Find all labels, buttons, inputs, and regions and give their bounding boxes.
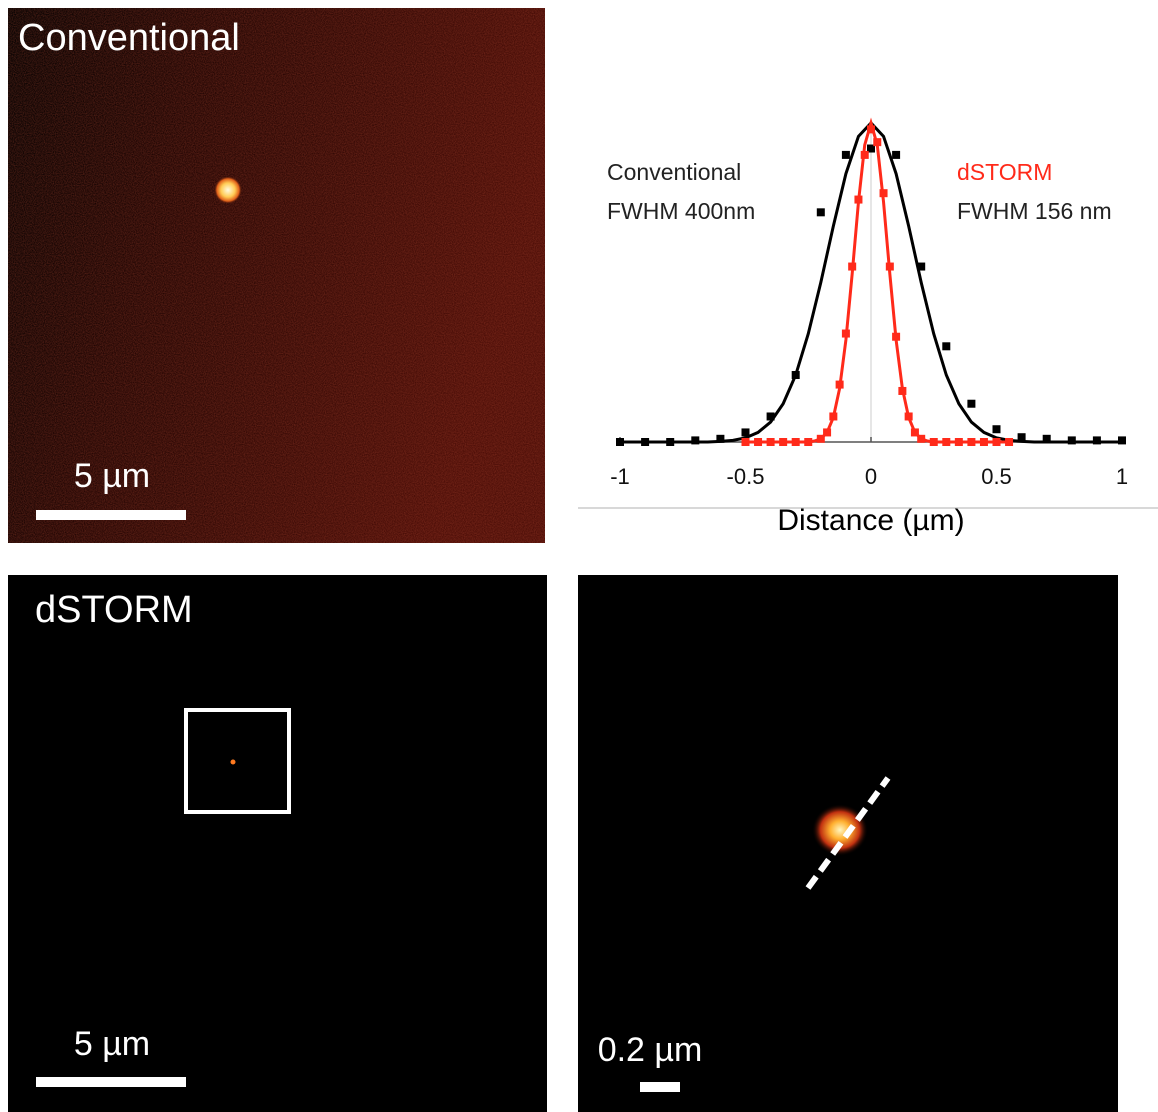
series-name: Conventional xyxy=(607,159,741,185)
image-label: Conventional xyxy=(18,17,240,59)
data-point xyxy=(942,342,950,350)
data-point xyxy=(892,333,900,341)
x-tick-label: 1 xyxy=(1116,464,1128,489)
data-point xyxy=(967,400,975,408)
profile-chart: Distance (µm) -1 -0.5 0 0.5 1 Conventional FWH… xyxy=(578,123,1158,537)
data-point xyxy=(955,438,963,446)
data-point xyxy=(754,438,762,446)
data-point xyxy=(779,438,787,446)
data-point xyxy=(716,435,724,443)
fwhm-label: FWHM 156 nm xyxy=(957,198,1112,224)
x-axis-label: Distance (µm) xyxy=(777,504,964,537)
data-point xyxy=(817,208,825,216)
data-point xyxy=(829,412,837,420)
data-point xyxy=(905,412,913,420)
x-tick-label: -1 xyxy=(610,464,630,489)
data-point xyxy=(842,151,850,159)
data-point xyxy=(880,189,888,197)
data-point xyxy=(1018,433,1026,441)
x-tick-label: 0.5 xyxy=(981,464,1012,489)
series-name: dSTORM xyxy=(957,159,1052,185)
data-point xyxy=(1093,436,1101,444)
data-point xyxy=(792,371,800,379)
data-point xyxy=(873,138,881,146)
scale-bar-label: 0.2 µm xyxy=(598,1031,703,1069)
data-point xyxy=(917,263,925,271)
data-point xyxy=(993,438,1001,446)
scale-bar xyxy=(640,1082,680,1092)
x-tick-label: 0 xyxy=(865,464,877,489)
scale-bar-label: 5 µm xyxy=(74,457,150,495)
data-point xyxy=(767,438,775,446)
data-point xyxy=(804,438,812,446)
scale-bar-label: 5 µm xyxy=(74,1025,150,1063)
data-point xyxy=(980,438,988,446)
figure: Conventional 5 µm dSTORM 5 µm 0.2 µm Dis… xyxy=(0,0,1158,1112)
data-point xyxy=(861,151,869,159)
data-point xyxy=(836,381,844,389)
image-label: dSTORM xyxy=(35,589,193,631)
data-point xyxy=(886,263,894,271)
data-point xyxy=(641,438,649,446)
data-point xyxy=(854,196,862,204)
zoom-image: 0.2 µm xyxy=(578,575,1118,1112)
data-point xyxy=(1118,436,1126,444)
data-point xyxy=(742,438,750,446)
localization-spot xyxy=(231,760,236,765)
data-point xyxy=(930,438,938,446)
data-point xyxy=(867,125,875,133)
data-point xyxy=(823,428,831,436)
data-point xyxy=(942,438,950,446)
data-point xyxy=(898,387,906,395)
data-point xyxy=(842,330,850,338)
data-point xyxy=(767,412,775,420)
scale-bar xyxy=(36,1077,186,1087)
data-point xyxy=(616,438,624,446)
data-point xyxy=(1068,436,1076,444)
dstorm-image: dSTORM 5 µm xyxy=(8,575,547,1112)
data-point xyxy=(742,428,750,436)
data-point xyxy=(917,435,925,443)
data-point xyxy=(967,438,975,446)
data-point xyxy=(993,425,1001,433)
fwhm-label: FWHM 400nm xyxy=(607,198,755,224)
data-point xyxy=(892,151,900,159)
data-point xyxy=(792,438,800,446)
bright-spot xyxy=(214,176,242,204)
conventional-image: Conventional 5 µm xyxy=(8,8,545,543)
page: {"panels": { "conventional_image": {"lab… xyxy=(0,0,1158,1112)
data-point xyxy=(691,436,699,444)
data-point xyxy=(1005,438,1013,446)
x-tick-label: -0.5 xyxy=(727,464,765,489)
data-point xyxy=(848,263,856,271)
data-point xyxy=(666,438,674,446)
data-point xyxy=(1043,435,1051,443)
scale-bar xyxy=(36,510,186,520)
